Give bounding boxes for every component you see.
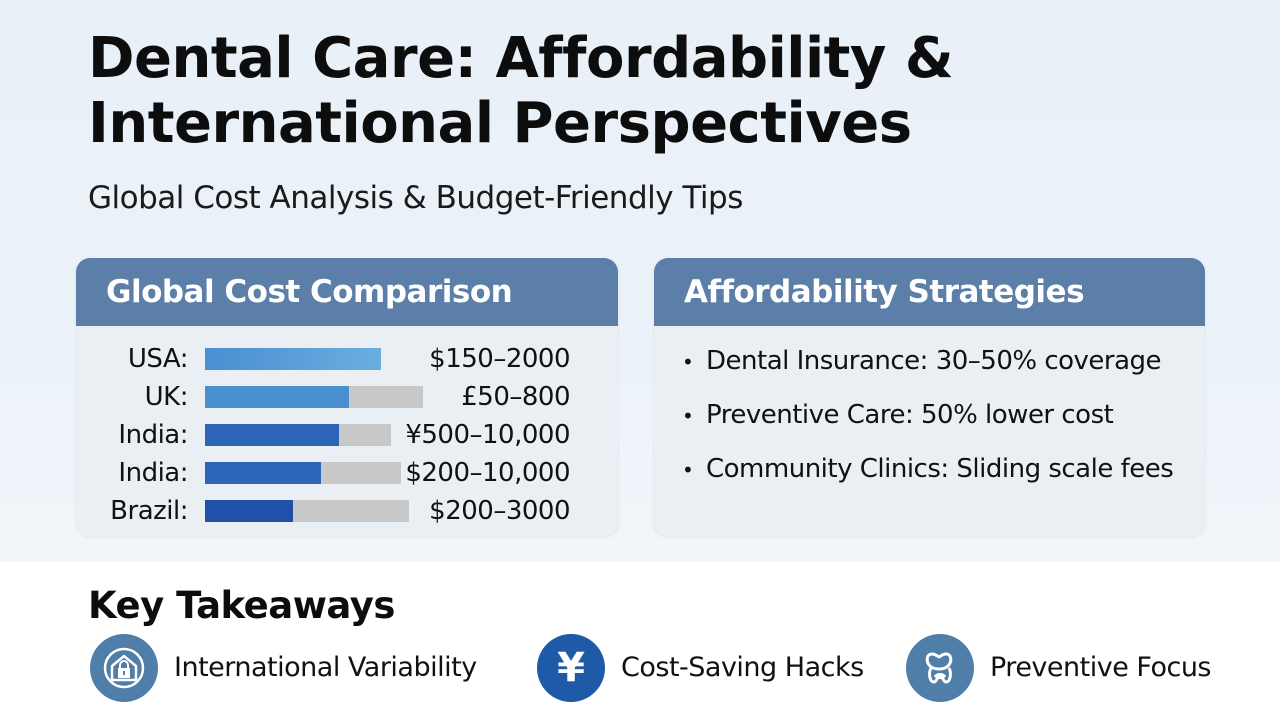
cost-bar-track xyxy=(205,500,409,522)
country-label: India: xyxy=(118,458,188,488)
country-label: Brazil: xyxy=(110,496,188,526)
takeaway-label: International Variability xyxy=(174,652,477,683)
strategy-item: • Preventive Care: 50% lower cost xyxy=(682,400,1173,431)
cost-row: Brazil: $200–3000 xyxy=(76,496,618,526)
cost-bar-track xyxy=(205,424,391,446)
cost-bar-fill xyxy=(205,386,349,408)
takeaway-label: Cost-Saving Hacks xyxy=(621,652,864,683)
cost-value: $200–10,000 xyxy=(405,458,570,488)
cost-bar-track xyxy=(205,348,381,370)
cost-value: $150–2000 xyxy=(429,344,570,374)
strategy-text: Dental Insurance: 30–50% coverage xyxy=(706,346,1162,376)
takeaway-label: Preventive Focus xyxy=(990,652,1212,683)
cost-value: £50–800 xyxy=(461,382,570,412)
affordability-strategies-header: Affordability Strategies xyxy=(654,258,1205,326)
yen-icon: ¥ xyxy=(537,634,605,702)
page-title: Dental Care: Affordability & Internation… xyxy=(88,26,954,156)
strategy-text: Community Clinics: Sliding scale fees xyxy=(706,454,1174,484)
country-label: India: xyxy=(118,420,188,450)
cost-row: India: ¥500–10,000 xyxy=(76,420,618,450)
cost-bar-track xyxy=(205,386,423,408)
country-label: UK: xyxy=(144,382,189,412)
key-takeaways-title: Key Takeaways xyxy=(88,584,395,627)
cost-bar-fill xyxy=(205,462,321,484)
tooth-icon xyxy=(906,634,974,702)
cost-row: India: $200–10,000 xyxy=(76,458,618,488)
strategy-item: • Dental Insurance: 30–50% coverage xyxy=(682,346,1173,377)
strategy-text: Preventive Care: 50% lower cost xyxy=(706,400,1114,430)
page-subtitle: Global Cost Analysis & Budget-Friendly T… xyxy=(88,180,743,216)
cost-row: USA: $150–2000 xyxy=(76,344,618,374)
cost-bar-fill xyxy=(205,424,339,446)
bullet-icon: • xyxy=(682,350,694,374)
cost-value: $200–3000 xyxy=(429,496,570,526)
bullet-icon: • xyxy=(682,404,694,428)
shield-lock-icon xyxy=(90,634,158,702)
yen-glyph: ¥ xyxy=(557,645,585,691)
strategy-item: • Community Clinics: Sliding scale fees xyxy=(682,454,1174,485)
strategies-list: • Dental Insurance: 30–50% coverage • Prev… xyxy=(682,346,1174,508)
cost-bar-fill xyxy=(205,348,381,370)
cost-comparison-panel: Global Cost Comparison USA: $150–2000 UK: £… xyxy=(76,258,618,536)
cost-bar-fill xyxy=(205,500,293,522)
bullet-icon: • xyxy=(682,458,694,482)
affordability-strategies-panel: Affordability Strategies • Dental Insuran… xyxy=(654,258,1205,536)
cost-bar-track xyxy=(205,462,401,484)
cost-value: ¥500–10,000 xyxy=(405,420,570,450)
cost-comparison-header: Global Cost Comparison xyxy=(76,258,618,326)
country-label: USA: xyxy=(127,344,189,374)
cost-row: UK: £50–800 xyxy=(76,382,618,412)
